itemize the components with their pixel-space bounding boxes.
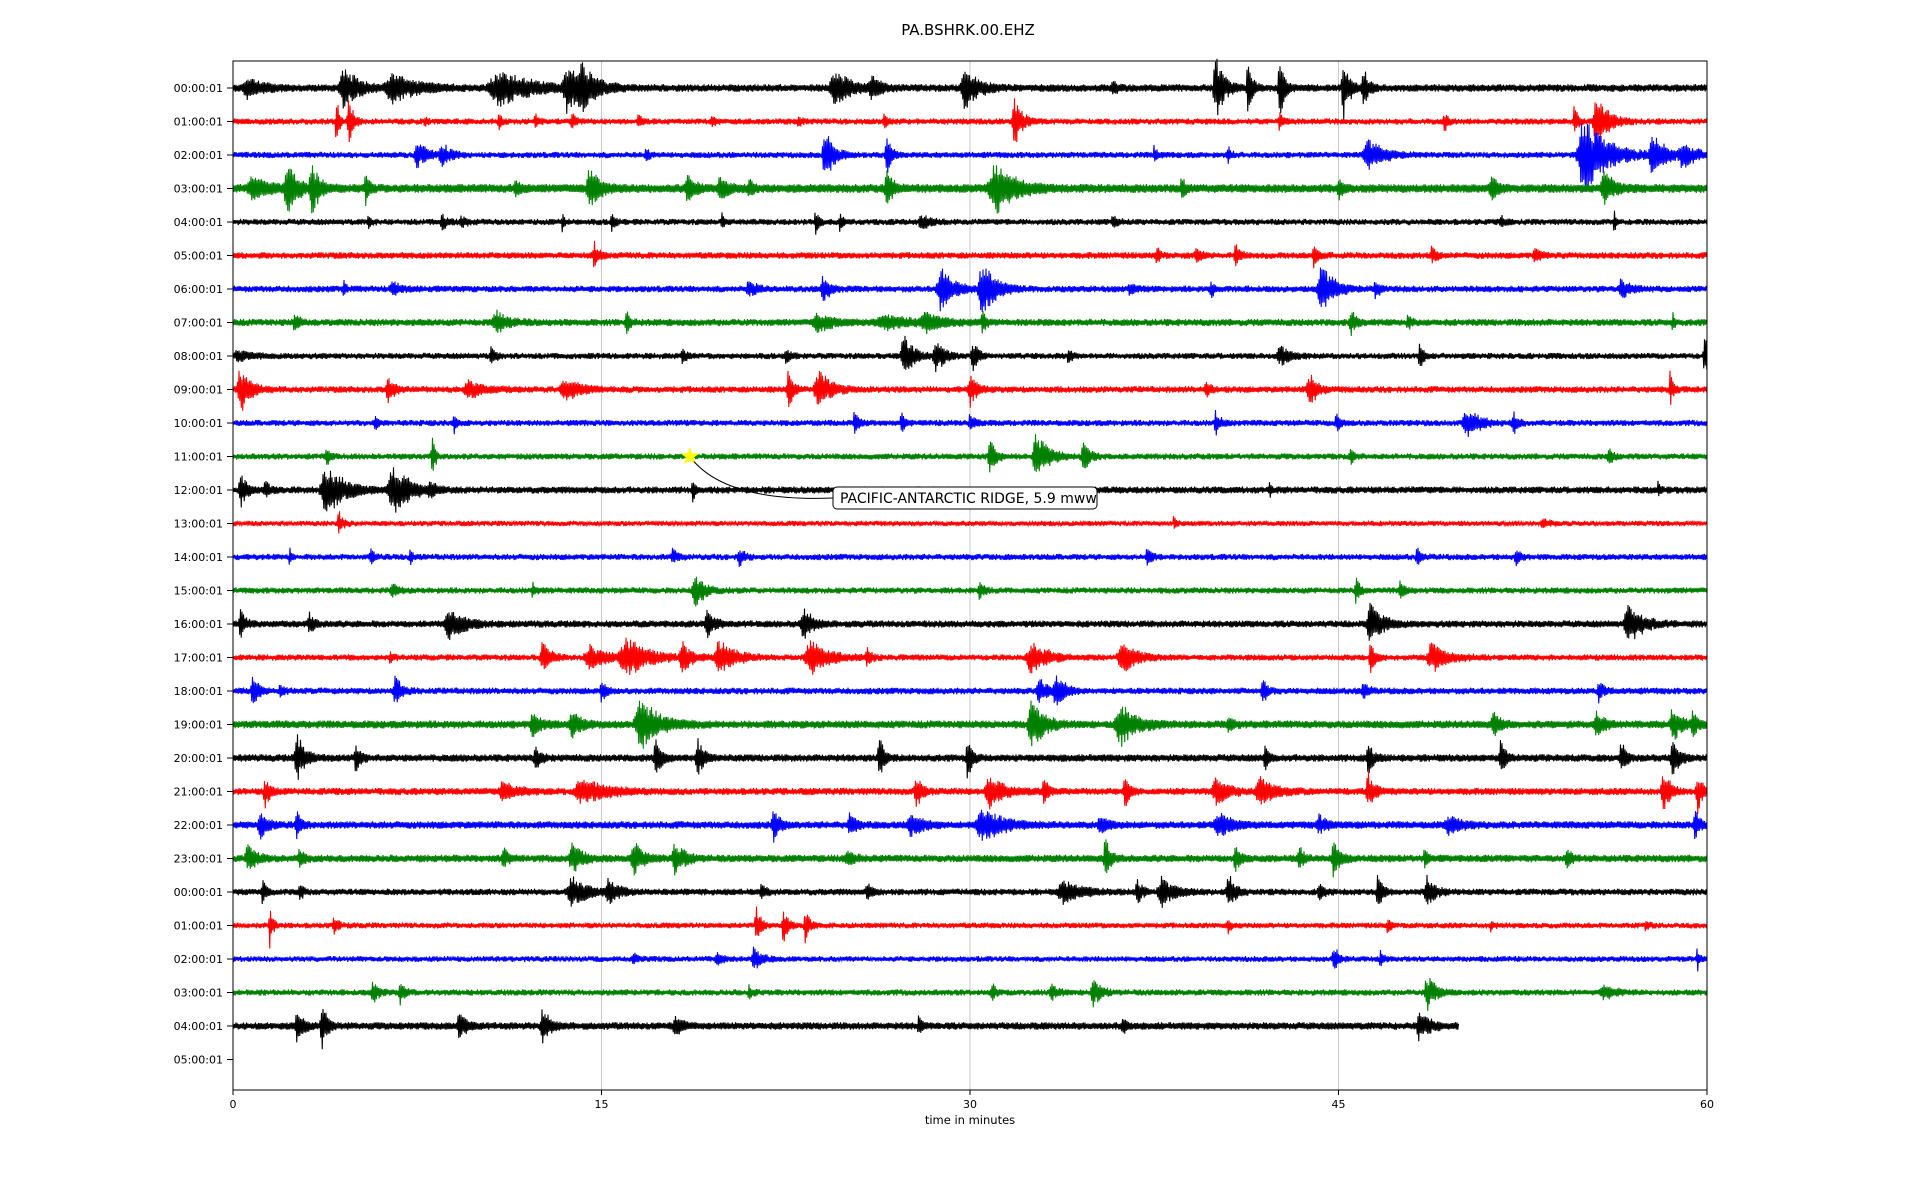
trace-line xyxy=(232,906,1708,949)
annotation-text: PACIFIC-ANTARCTIC RIDGE, 5.9 mww xyxy=(840,491,1097,507)
y-tick-label: 07:00:01 xyxy=(174,317,223,330)
y-tick-label: 03:00:01 xyxy=(174,987,223,1000)
trace-line xyxy=(232,434,1708,473)
y-tick-label: 09:00:01 xyxy=(174,384,223,397)
chart-title: PA.BSHRK.00.EHZ xyxy=(901,21,1035,39)
trace-line xyxy=(232,409,1708,437)
y-tick-label: 21:00:01 xyxy=(174,786,223,799)
y-tick-label: 04:00:01 xyxy=(174,1020,223,1033)
y-tick-label: 20:00:01 xyxy=(174,752,223,765)
trace-line xyxy=(232,576,1708,607)
x-tick-label: 60 xyxy=(1700,1098,1714,1111)
y-tick-label: 04:00:01 xyxy=(174,216,223,229)
trace-line xyxy=(232,734,1708,780)
trace-line xyxy=(232,977,1708,1011)
y-tick-label: 13:00:01 xyxy=(174,518,223,531)
trace-line xyxy=(232,874,1708,908)
trace-line xyxy=(232,771,1708,814)
trace-line xyxy=(232,210,1708,235)
y-tick-label: 14:00:01 xyxy=(174,551,223,564)
y-tick-label: 00:00:01 xyxy=(174,82,223,95)
trace-line xyxy=(232,123,1708,192)
trace-line xyxy=(232,309,1708,337)
y-tick-label: 01:00:01 xyxy=(174,116,223,129)
y-tick-label: 11:00:01 xyxy=(174,451,223,464)
y-tick-label: 05:00:01 xyxy=(174,1054,223,1067)
y-tick-label: 02:00:01 xyxy=(174,149,223,162)
trace-line xyxy=(232,1008,1460,1050)
event-star-marker xyxy=(680,447,699,465)
trace-layer xyxy=(232,58,1708,1050)
y-tick-label: 08:00:01 xyxy=(174,350,223,363)
trace-line xyxy=(232,511,1708,534)
y-tick-label: 22:00:01 xyxy=(174,819,223,832)
trace-line xyxy=(232,602,1708,641)
x-axis-label: time in minutes xyxy=(925,1113,1015,1127)
trace-line xyxy=(232,700,1708,749)
trace-line xyxy=(232,809,1708,843)
x-tick-label: 15 xyxy=(595,1098,609,1111)
trace-line xyxy=(232,98,1708,147)
y-tick-label: 15:00:01 xyxy=(174,585,223,598)
annotation-leader-line xyxy=(693,461,834,499)
y-tick-label: 02:00:01 xyxy=(174,953,223,966)
trace-line xyxy=(232,165,1708,214)
y-tick-label: 10:00:01 xyxy=(174,417,223,430)
annotation-box xyxy=(832,486,1098,510)
trace-line xyxy=(232,370,1708,411)
trace-line xyxy=(232,675,1708,706)
y-tick-label: 03:00:01 xyxy=(174,183,223,196)
y-tick-label: 06:00:01 xyxy=(174,283,223,296)
trace-line xyxy=(232,240,1708,269)
trace-line xyxy=(232,547,1708,567)
x-tick-label: 45 xyxy=(1332,1098,1346,1111)
trace-line xyxy=(232,267,1708,313)
y-tick-label: 17:00:01 xyxy=(174,652,223,665)
trace-line xyxy=(232,58,1708,120)
trace-line xyxy=(232,946,1708,972)
grid-lines xyxy=(601,61,1339,1090)
event-annotation-layer: PACIFIC-ANTARCTIC RIDGE, 5.9 mww xyxy=(680,447,1098,510)
x-tick-label: 0 xyxy=(230,1098,237,1111)
x-axis: 0 15 30 45 60 xyxy=(230,1090,1714,1111)
trace-line xyxy=(232,335,1708,373)
trace-line xyxy=(232,637,1708,676)
y-tick-label: 23:00:01 xyxy=(174,853,223,866)
trace-line xyxy=(232,839,1708,878)
y-tick-label: 00:00:01 xyxy=(174,886,223,899)
y-tick-label: 16:00:01 xyxy=(174,618,223,631)
y-tick-labels: 00:00:01 01:00:01 02:00:01 03:00:01 04:00:01… xyxy=(174,82,233,1067)
y-tick-label: 18:00:01 xyxy=(174,685,223,698)
y-tick-label: 19:00:01 xyxy=(174,719,223,732)
y-tick-label: 05:00:01 xyxy=(174,250,223,263)
x-tick-label: 30 xyxy=(963,1098,977,1111)
y-tick-label: 01:00:01 xyxy=(174,920,223,933)
y-tick-label: 12:00:01 xyxy=(174,484,223,497)
